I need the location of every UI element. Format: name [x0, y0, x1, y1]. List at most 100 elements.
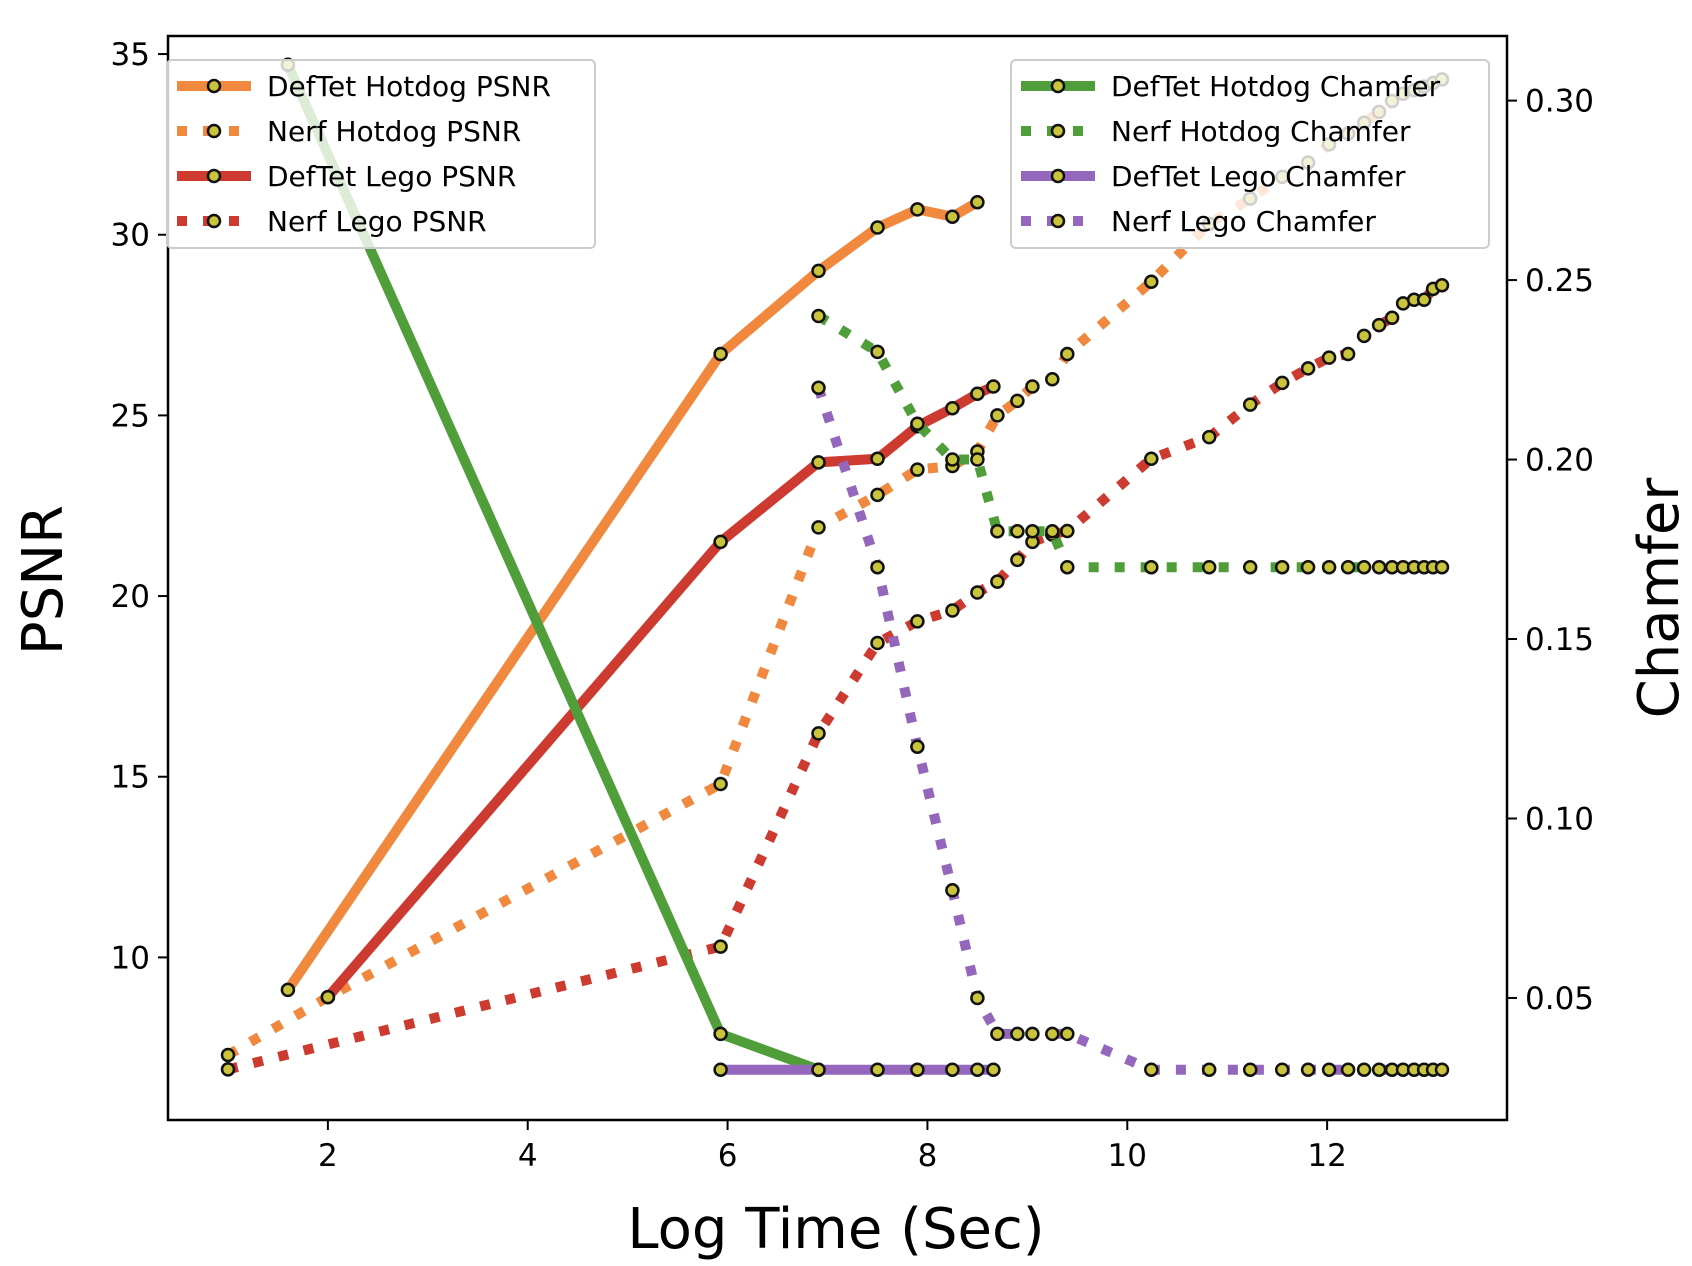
data-point — [1300, 1062, 1316, 1077]
data-point — [1010, 1026, 1025, 1042]
data-point — [1144, 559, 1159, 575]
legend-upper-left: DefTet Hotdog PSNR Nerf Hotdog PSNR DefTet… — [166, 59, 596, 249]
legend-marker — [1050, 123, 1066, 139]
data-point — [910, 202, 925, 217]
legend-entry: DefTet Hotdog Chamfer — [1021, 70, 1441, 103]
data-point — [1434, 559, 1450, 575]
series-line — [225, 74, 1444, 1060]
data-point — [713, 1026, 728, 1042]
data-point — [1045, 1026, 1060, 1042]
data-point — [945, 400, 960, 416]
data-point — [1060, 559, 1075, 575]
data-point — [1416, 292, 1432, 308]
data-point — [910, 739, 925, 754]
legend-frame — [166, 59, 596, 249]
legend-label: Nerf Hotdog Chamfer — [1111, 115, 1411, 148]
series-deftet-hotdog-psnr — [280, 194, 985, 998]
data-point — [870, 635, 885, 651]
data-point — [1010, 552, 1025, 568]
data-point — [945, 209, 960, 224]
y-axis-title: PSNR — [11, 505, 76, 655]
legend-label: Nerf Hotdog PSNR — [267, 115, 521, 148]
data-point — [1340, 1062, 1356, 1077]
data-point — [1434, 278, 1450, 293]
y-tick-label: 15 — [111, 760, 150, 796]
series-line — [813, 386, 1442, 1075]
legend-entry: Nerf Lego Chamfer — [1021, 205, 1376, 238]
data-point — [1340, 346, 1356, 362]
data-point — [1340, 559, 1356, 575]
data-point — [970, 194, 985, 210]
series-layer — [220, 57, 1450, 1077]
y2-tick-label: 0.15 — [1525, 622, 1594, 658]
data-point — [713, 1062, 728, 1077]
data-point — [945, 603, 960, 618]
data-point — [1010, 393, 1025, 409]
y2-tick-label: 0.20 — [1525, 443, 1594, 479]
data-point — [1025, 379, 1040, 394]
data-point — [970, 452, 985, 467]
data-point — [1356, 1062, 1372, 1077]
data-point — [1144, 1062, 1159, 1077]
y2-tick-label: 0.10 — [1525, 801, 1594, 837]
legend-label: DefTet Lego PSNR — [267, 160, 516, 193]
y2-axis-title: Chamfer — [1627, 477, 1692, 719]
y-tick-label: 20 — [111, 579, 150, 615]
data-point — [1010, 524, 1025, 539]
data-point — [945, 1062, 960, 1077]
data-point — [945, 452, 960, 467]
data-point — [280, 982, 296, 998]
data-point — [990, 574, 1005, 589]
data-point — [1242, 397, 1258, 412]
data-point — [910, 1062, 925, 1077]
data-point — [811, 308, 826, 324]
data-point — [1300, 559, 1316, 575]
data-point — [811, 455, 826, 470]
data-point — [990, 1026, 1005, 1042]
x-axis-title: Log Time (Sec) — [627, 1197, 1044, 1262]
legend-upper-right: DefTet Hotdog Chamfer Nerf Hotdog Chamfer… — [1010, 59, 1490, 249]
data-point — [1242, 559, 1258, 575]
data-point — [870, 220, 885, 235]
data-point — [1025, 1026, 1040, 1042]
data-point — [320, 989, 336, 1005]
data-point — [220, 1047, 236, 1063]
legend-entry: Nerf Lego PSNR — [177, 205, 487, 238]
data-point — [811, 1062, 826, 1077]
legend-marker — [1050, 78, 1066, 94]
data-point — [1201, 1062, 1217, 1077]
series-nerf-lego-chamfer — [811, 380, 1450, 1077]
data-point — [1045, 372, 1060, 387]
data-point — [1274, 1062, 1290, 1077]
data-point — [1371, 1062, 1387, 1077]
data-point — [1144, 451, 1159, 467]
legend-marker — [1050, 168, 1066, 184]
data-point — [713, 939, 728, 954]
data-point — [910, 462, 925, 477]
data-point — [220, 1062, 236, 1077]
data-point — [811, 726, 826, 741]
data-point — [970, 386, 985, 401]
data-point — [990, 408, 1005, 423]
data-point — [970, 585, 985, 600]
x-tick-label: 8 — [918, 1138, 938, 1174]
legend-label: DefTet Hotdog PSNR — [267, 70, 551, 103]
y2-tick-label: 0.25 — [1525, 263, 1594, 299]
legend-entry: DefTet Lego PSNR — [177, 160, 516, 193]
data-point — [990, 524, 1005, 539]
y-tick-label: 10 — [111, 940, 150, 976]
data-point — [1384, 310, 1400, 326]
data-point — [1321, 350, 1337, 365]
data-point — [870, 559, 885, 575]
x-tick-label: 10 — [1108, 1138, 1147, 1174]
series-nerf-hotdog-chamfer — [811, 308, 1450, 575]
data-point — [1045, 524, 1060, 539]
legend-entry: DefTet Lego Chamfer — [1021, 160, 1406, 193]
data-point — [1060, 1026, 1075, 1042]
data-point — [811, 263, 826, 279]
data-point — [1356, 328, 1372, 344]
legend-label: DefTet Lego Chamfer — [1111, 160, 1406, 193]
data-point — [1321, 1062, 1337, 1077]
legend-label: DefTet Hotdog Chamfer — [1111, 70, 1441, 103]
data-point — [1300, 361, 1316, 376]
